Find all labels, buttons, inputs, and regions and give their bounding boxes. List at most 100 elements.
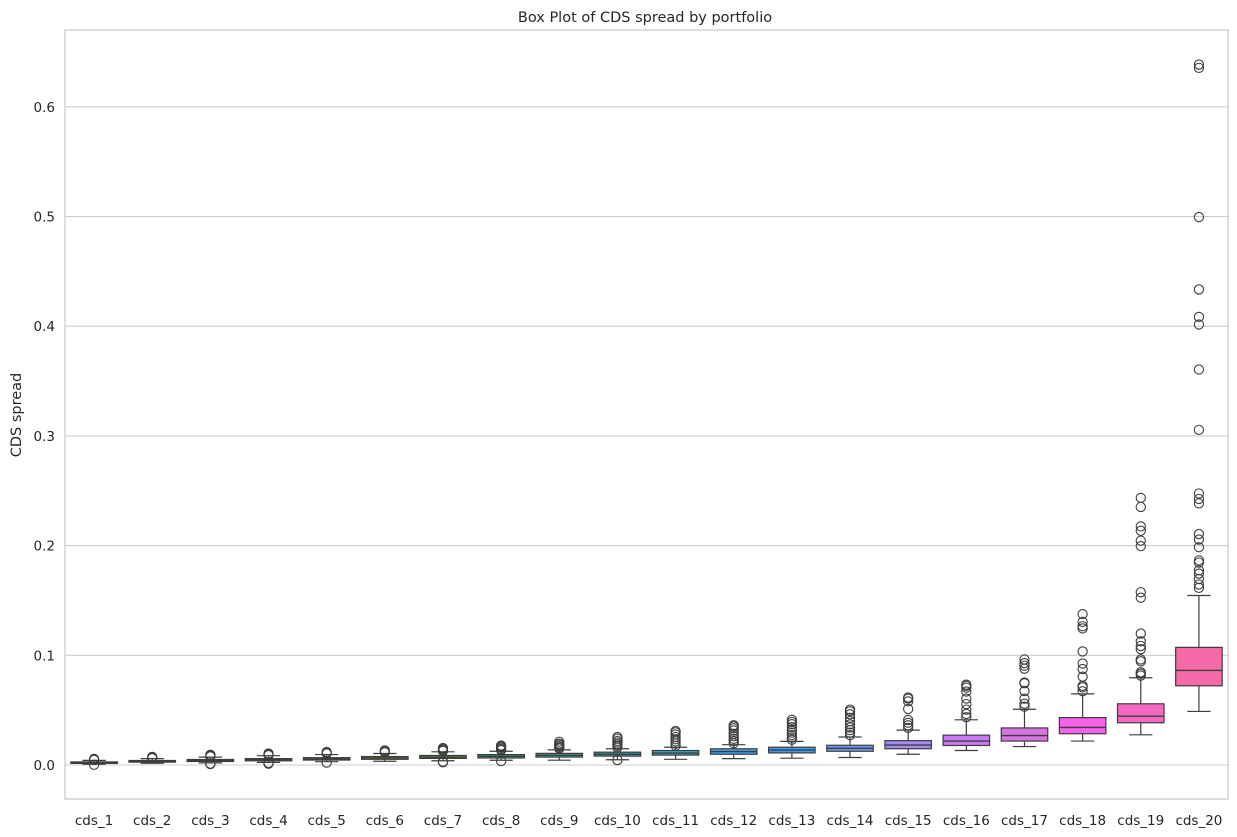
outlier-point	[1193, 424, 1205, 436]
x-tick-label: cds_15	[885, 813, 932, 829]
iqr-box	[942, 734, 991, 747]
outlier-point	[903, 696, 914, 707]
x-tick-label: cds_3	[191, 813, 229, 829]
box-cds_14	[826, 704, 874, 759]
x-tick-label: cds_2	[133, 813, 171, 829]
outlier-point	[1193, 364, 1205, 375]
outlier-point	[1135, 636, 1146, 647]
outlier-point	[1077, 616, 1088, 627]
outlier-point	[263, 757, 274, 769]
outlier-point	[1077, 671, 1088, 682]
outlier-point	[844, 704, 856, 715]
outlier-point	[1135, 592, 1146, 603]
outlier-point	[728, 733, 739, 745]
outlier-point	[844, 727, 856, 738]
outlier-point	[961, 698, 972, 710]
outlier-point	[844, 719, 856, 730]
x-tick-label: cds_11	[652, 813, 699, 829]
outlier-point	[554, 736, 565, 747]
box-cds_13	[768, 714, 816, 759]
outlier-point	[1193, 488, 1205, 499]
outlier-point	[786, 714, 798, 725]
outlier-point	[612, 754, 623, 766]
outlier-point	[1193, 542, 1205, 553]
outlier-point	[728, 728, 739, 739]
outlier-point	[1019, 698, 1030, 709]
y-axis-label: CDS spread	[9, 373, 25, 458]
boxes-layer	[70, 59, 1223, 770]
outlier-point	[1193, 555, 1205, 566]
outlier-point	[1135, 654, 1146, 665]
y-tick-label: 0.2	[34, 539, 55, 555]
box-cds_18	[1058, 609, 1107, 742]
outlier-point	[903, 717, 914, 728]
box-cds_17	[1000, 654, 1049, 748]
box-cds_7	[419, 742, 467, 768]
outlier-point	[961, 708, 972, 720]
outlier-point	[728, 720, 739, 731]
outlier-point	[1135, 640, 1146, 652]
outlier-point	[1135, 521, 1146, 532]
outlier-point	[495, 756, 507, 767]
outlier-point	[1193, 528, 1205, 540]
outlier-point	[1077, 646, 1088, 657]
iqr-box	[1116, 703, 1165, 724]
y-gridlines	[65, 106, 1228, 766]
x-tick-label: cds_7	[424, 813, 462, 829]
y-tick-label: 0.3	[34, 429, 55, 445]
outlier-point	[786, 724, 798, 736]
outlier-point	[1135, 644, 1146, 655]
outlier-point	[844, 715, 856, 727]
outlier-point	[321, 746, 332, 758]
outlier-point	[1193, 498, 1205, 509]
outlier-point	[1193, 579, 1205, 590]
outlier-point	[786, 730, 798, 741]
x-tick-label: cds_18	[1059, 813, 1106, 829]
outlier-point	[1135, 535, 1146, 546]
y-tick-label: 0.0	[34, 758, 55, 774]
box-cds_9	[535, 736, 584, 761]
outlier-point	[1077, 663, 1088, 675]
y-tick-label: 0.1	[34, 648, 55, 664]
outlier-point	[1135, 667, 1146, 678]
outlier-point	[88, 753, 100, 765]
outlier-point	[961, 712, 972, 723]
y-tick-label: 0.4	[34, 319, 55, 335]
x-tick-label: cds_12	[710, 813, 757, 829]
outlier-point	[1019, 660, 1030, 671]
outlier-point	[1077, 658, 1088, 669]
outlier-point	[903, 703, 914, 715]
x-tick-label: cds_5	[307, 813, 345, 829]
outlier-point	[88, 759, 100, 770]
outlier-point	[1193, 534, 1205, 545]
outlier-point	[379, 745, 390, 756]
x-tick-label: cds_10	[594, 813, 641, 829]
outlier-point	[670, 731, 681, 743]
outlier-point	[1193, 573, 1205, 585]
box-cds_10	[593, 731, 642, 766]
outlier-point	[961, 704, 972, 715]
outlier-point	[1193, 284, 1205, 295]
outlier-point	[1135, 628, 1146, 639]
outlier-point	[1193, 62, 1205, 73]
outlier-point	[844, 712, 856, 723]
iqr-box	[1175, 646, 1223, 687]
outlier-point	[1193, 319, 1205, 330]
outlier-point	[495, 740, 507, 751]
outlier-point	[321, 757, 332, 768]
iqr-box	[1058, 717, 1107, 735]
outlier-point	[205, 758, 216, 770]
outlier-point	[1135, 501, 1146, 513]
outlier-point	[1077, 609, 1088, 620]
box-cds_11	[651, 725, 700, 760]
y-tick-label: 0.6	[34, 100, 55, 116]
box-cds_5	[302, 746, 351, 768]
iqr-box	[1000, 727, 1049, 742]
box-cds_6	[360, 745, 409, 762]
outlier-point	[437, 756, 449, 767]
outlier-point	[437, 742, 449, 754]
outlier-point	[903, 714, 914, 726]
box-cds_12	[709, 720, 758, 760]
outlier-point	[1077, 621, 1088, 632]
